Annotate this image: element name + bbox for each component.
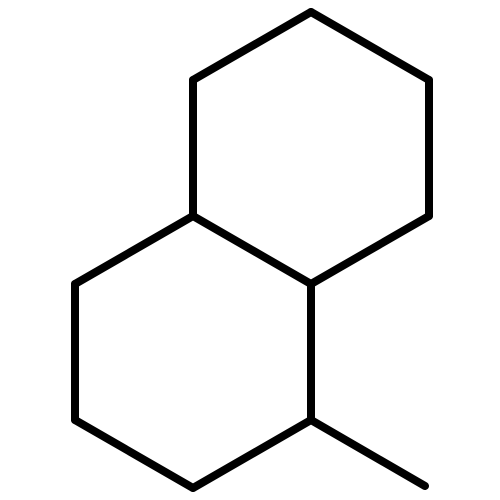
bond-line <box>193 216 311 284</box>
bond-group <box>75 12 429 488</box>
bond-line <box>75 216 193 284</box>
bond-line <box>311 420 425 486</box>
bond-line <box>193 12 311 80</box>
bond-line <box>193 420 311 488</box>
bond-line <box>311 216 429 284</box>
chemical-structure-diagram <box>0 0 500 500</box>
bond-line <box>75 420 193 488</box>
bond-line <box>311 12 429 80</box>
